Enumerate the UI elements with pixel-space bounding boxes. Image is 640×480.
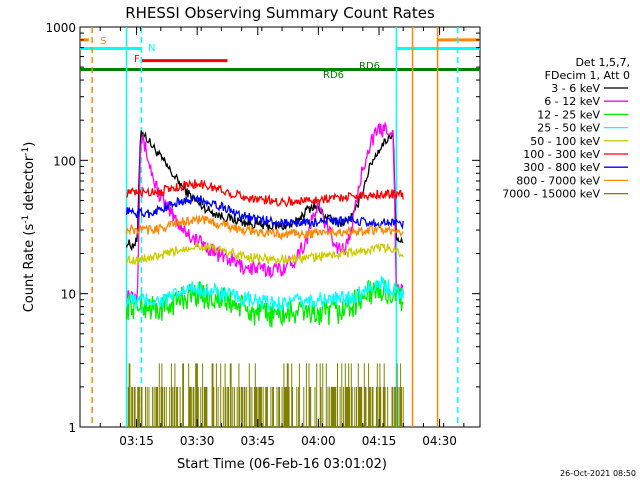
y-tick-label: 1 xyxy=(68,421,76,435)
legend-label-3-6-kev: 3 - 6 keV xyxy=(551,82,600,95)
annotation-rd6-label-2: RD6 xyxy=(323,70,344,81)
legend-header-1: Det 1,5,7, xyxy=(575,56,630,69)
y-axis-label-exp2: -1 xyxy=(21,147,31,156)
x-axis-label: Start Time (06-Feb-16 03:01:02) xyxy=(177,457,387,472)
observing-bars xyxy=(80,38,480,72)
legend-label-300-800-kev: 300 - 800 keV xyxy=(523,161,600,174)
x-tick-label: 04:15 xyxy=(362,434,397,448)
x-tick-label: 04:00 xyxy=(301,434,336,448)
y-axis-label-end: ) xyxy=(22,142,37,147)
data-series xyxy=(125,120,404,427)
series-6-12-kev xyxy=(125,120,404,302)
y-tick-label: 100 xyxy=(53,154,76,168)
series-800-7000-kev xyxy=(125,214,404,241)
series-7000-15000-kev xyxy=(127,363,404,427)
x-tick-label: 03:30 xyxy=(180,434,215,448)
y-axis-label: Count Rate (s-1 detector-1) xyxy=(21,142,37,313)
y-axis-ticks: 1 10 100 1000 xyxy=(45,21,480,435)
annotation-s-label: S xyxy=(100,36,106,47)
legend-label-25-50-kev: 25 - 50 keV xyxy=(537,122,600,135)
series-50-100-kev xyxy=(125,242,404,266)
annotation-rd6-label-1: RD6 xyxy=(359,61,380,72)
series-300-800-kev xyxy=(125,194,404,230)
timestamp: 26-Oct-2021 08:50 xyxy=(560,469,636,478)
legend-label-7000-15000-kev: 7000 - 15000 keV xyxy=(502,188,600,201)
x-tick-label: 03:45 xyxy=(240,434,275,448)
y-axis-label-mid: detector xyxy=(22,155,37,215)
annotation-n-label: N xyxy=(148,43,155,54)
series-12-25-kev xyxy=(125,279,404,328)
legend-header-2: FDecim 1, Att 0 xyxy=(545,69,630,82)
y-axis-label-exp1: -1 xyxy=(21,215,31,224)
legend-label-50-100-kev: 50 - 100 keV xyxy=(530,135,600,148)
x-tick-label: 03:15 xyxy=(119,434,154,448)
y-axis-label-main: Count Rate (s xyxy=(22,224,37,313)
x-axis-ticks: 03:15 03:30 03:45 04:00 04:15 04:30 xyxy=(79,27,465,448)
legend-label-6-12-kev: 6 - 12 keV xyxy=(544,95,600,108)
y-tick-label: 1000 xyxy=(45,21,76,35)
y-tick-label: 10 xyxy=(61,288,76,302)
legend-label-12-25-kev: 12 - 25 keV xyxy=(537,108,600,121)
series-100-300-kev xyxy=(126,179,404,208)
x-tick-label: 04:30 xyxy=(422,434,457,448)
series-25-50-kev xyxy=(125,276,404,311)
annotation-f-label: F xyxy=(134,54,140,65)
legend-label-800-7000-kev: 800 - 7000 keV xyxy=(516,174,600,187)
chart-title: RHESSI Observing Summary Count Rates xyxy=(125,4,435,22)
legend-label-100-300-kev: 100 - 300 keV xyxy=(523,148,600,161)
